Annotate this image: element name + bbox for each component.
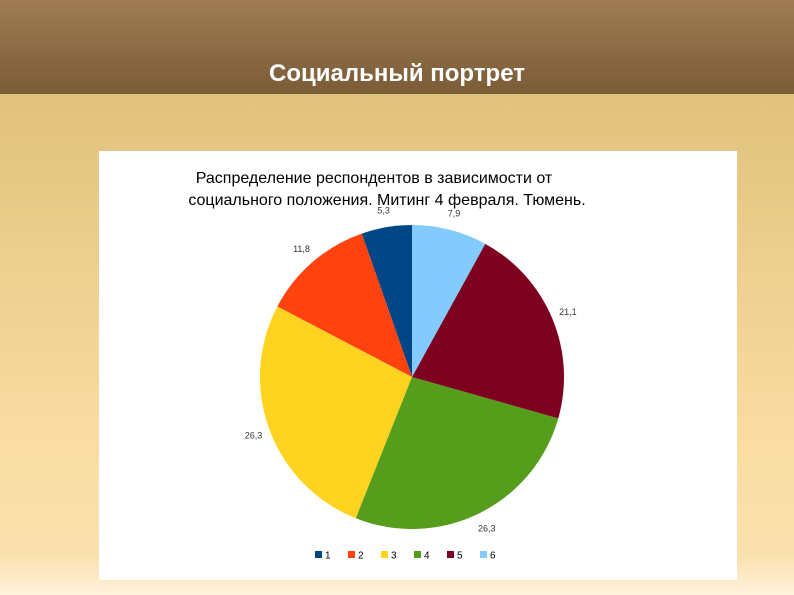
data-label-5: 21,1 <box>559 307 577 317</box>
legend-swatch-4 <box>414 551 421 558</box>
chart-legend: 1 2 3 4 5 6 <box>315 551 496 562</box>
chart-title-line-1: Распределение респондентов в зависимости… <box>196 170 553 187</box>
data-label-4: 26,3 <box>478 524 496 534</box>
pie-slice-1 <box>361 225 412 377</box>
legend-label-6: 6 <box>490 551 496 562</box>
pie-slice-4 <box>355 377 559 530</box>
slide-title: Социальный портрет <box>269 60 525 87</box>
legend-swatch-1 <box>315 551 322 558</box>
pie-slices <box>259 225 565 530</box>
chart-title-line-2: социального положения. Митинг 4 февраля.… <box>188 192 585 209</box>
pie-slice-2 <box>277 233 412 377</box>
data-label-1: 5,3 <box>377 205 390 215</box>
chart-panel: Распределение респондентов в зависимости… <box>99 151 737 580</box>
legend-swatch-6 <box>480 551 487 558</box>
pie-slice-3 <box>259 306 412 519</box>
legend-label-2: 2 <box>358 551 364 562</box>
legend-label-4: 4 <box>424 551 430 562</box>
legend-swatch-3 <box>381 551 388 558</box>
pie-slice-6 <box>412 225 486 377</box>
pie-data-labels: 5,3 11,8 26,3 26,3 21,1 7,9 <box>245 205 577 533</box>
legend-label-1: 1 <box>325 551 331 562</box>
data-label-2: 11,8 <box>293 244 310 254</box>
data-label-6: 7,9 <box>448 208 461 218</box>
header-band <box>0 0 794 94</box>
legend-swatch-5 <box>447 551 454 558</box>
legend-label-5: 5 <box>457 551 463 562</box>
pie-slice-5 <box>412 243 565 419</box>
data-label-3: 26,3 <box>245 431 263 441</box>
pie-chart: Распределение респондентов в зависимости… <box>188 170 585 562</box>
legend-swatch-2 <box>348 551 355 558</box>
legend-label-3: 3 <box>391 551 397 562</box>
